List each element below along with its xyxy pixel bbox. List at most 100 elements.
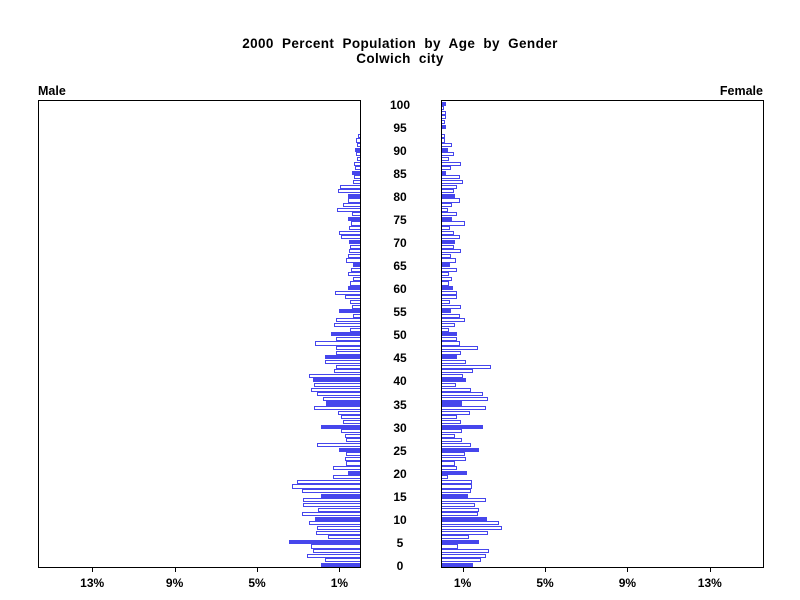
male-bar-age-0 (320, 562, 360, 567)
female-bar-age-7 (442, 530, 489, 535)
female-bar-age-4 (442, 544, 459, 549)
male-bar-age-53 (336, 318, 360, 323)
female-bar-age-15 (442, 493, 468, 498)
male-bar-age-40 (312, 378, 360, 383)
age-tick-label-85: 85 (393, 166, 407, 181)
male-bar-age-21 (333, 466, 360, 471)
female-bar-age-25 (442, 447, 480, 452)
female-bar-age-66 (442, 258, 457, 263)
male-bar-age-88 (356, 156, 360, 161)
age-tick-label-80: 80 (393, 189, 407, 204)
female-bar-age-92 (442, 138, 446, 143)
age-tick-label-40: 40 (393, 374, 407, 389)
male-percent-tick-13 (92, 568, 94, 572)
male-bar-age-36 (322, 396, 360, 401)
female-bar-age-73 (442, 226, 451, 231)
male-pyramid-panel (38, 100, 361, 568)
female-bar-age-45 (442, 355, 458, 360)
female-bar-age-62 (442, 276, 453, 281)
male-bar-age-70 (348, 239, 360, 245)
male-bar-age-6 (328, 535, 360, 540)
female-percent-tick-label-5: 5% (536, 576, 554, 590)
male-bar-age-79 (347, 198, 360, 203)
female-bar-age-42 (442, 369, 473, 374)
male-bar-age-42 (334, 369, 360, 374)
male-bar-age-66 (345, 258, 360, 263)
chart-subtitle: Colwich city (356, 51, 444, 66)
female-bar-age-30 (442, 424, 484, 429)
female-bar-age-83 (442, 179, 463, 185)
male-bar-age-32 (341, 415, 360, 420)
female-bar-age-16 (442, 489, 471, 494)
male-bar-age-90 (354, 147, 360, 152)
male-bar-age-26 (316, 442, 360, 448)
male-bar-age-25 (339, 447, 360, 452)
male-bar-age-17 (292, 484, 360, 489)
female-bar-age-56 (442, 304, 461, 309)
female-bar-age-18 (442, 479, 472, 484)
female-bar-age-46 (442, 350, 461, 355)
female-bar-age-61 (442, 281, 450, 286)
female-bar-age-1 (442, 558, 482, 563)
age-tick-label-100: 100 (389, 97, 411, 112)
male-bar-age-51 (349, 327, 360, 332)
male-bar-age-93 (357, 133, 360, 138)
male-bar-age-62 (352, 276, 360, 281)
female-bar-age-48 (442, 341, 460, 346)
female-bar-age-35 (442, 401, 462, 406)
female-bar-age-20 (442, 470, 467, 475)
male-bar-age-33 (338, 410, 360, 415)
male-bar-age-83 (352, 179, 360, 185)
female-bar-age-51 (442, 327, 450, 332)
male-bar-age-56 (351, 304, 360, 309)
female-bar-age-74 (442, 221, 465, 226)
female-bar-age-72 (442, 230, 455, 235)
male-bar-age-39 (313, 382, 360, 388)
female-bar-age-93 (442, 133, 445, 138)
male-bar-age-72 (339, 230, 360, 235)
male-bar-age-92 (355, 138, 360, 143)
male-bar-age-75 (347, 216, 360, 221)
male-bar-age-91 (356, 143, 360, 148)
male-bar-age-87 (353, 161, 360, 166)
age-tick-label-60: 60 (393, 282, 407, 297)
chart-title: 2000 Percent Population by Age by Gender (242, 36, 558, 51)
female-bar-age-81 (442, 189, 455, 194)
female-bar-age-49 (442, 336, 458, 341)
female-bar-age-40 (442, 378, 466, 383)
female-bar-age-59 (442, 290, 458, 295)
female-bar-age-5 (442, 539, 480, 544)
male-bar-age-81 (338, 189, 360, 194)
female-percent-tick-9 (627, 568, 629, 572)
age-tick-label-5: 5 (396, 535, 404, 550)
female-bar-age-71 (442, 235, 460, 240)
male-bar-age-76 (351, 212, 360, 217)
male-percent-tick-label-9: 9% (165, 576, 184, 590)
male-bar-age-2 (307, 553, 360, 558)
female-bar-age-9 (442, 521, 499, 526)
male-bar-age-63 (347, 272, 360, 277)
male-bar-age-7 (315, 530, 360, 535)
male-bar-age-37 (316, 392, 360, 397)
male-bar-age-18 (297, 479, 360, 484)
chart-title-block: 2000 Percent Population by Age by Gender… (0, 36, 800, 66)
female-bar-age-96 (442, 119, 445, 125)
male-bar-age-30 (320, 424, 360, 429)
age-tick-label-75: 75 (393, 212, 407, 227)
female-bar-age-98 (442, 110, 446, 115)
male-bar-age-52 (334, 323, 360, 328)
female-bar-age-76 (442, 212, 458, 217)
male-bar-age-50 (331, 332, 360, 337)
female-bar-age-82 (442, 184, 458, 189)
age-tick-label-70: 70 (393, 236, 407, 250)
female-bar-age-29 (442, 429, 462, 434)
female-bar-age-64 (442, 267, 458, 272)
female-pyramid-panel (441, 100, 764, 568)
female-bar-age-54 (442, 313, 460, 318)
male-bar-age-74 (350, 221, 360, 226)
male-bar-age-73 (348, 226, 360, 231)
male-bar-age-1 (324, 558, 360, 563)
female-bar-age-0 (442, 562, 473, 567)
male-bar-age-57 (349, 299, 360, 305)
male-bar-age-8 (316, 526, 360, 531)
